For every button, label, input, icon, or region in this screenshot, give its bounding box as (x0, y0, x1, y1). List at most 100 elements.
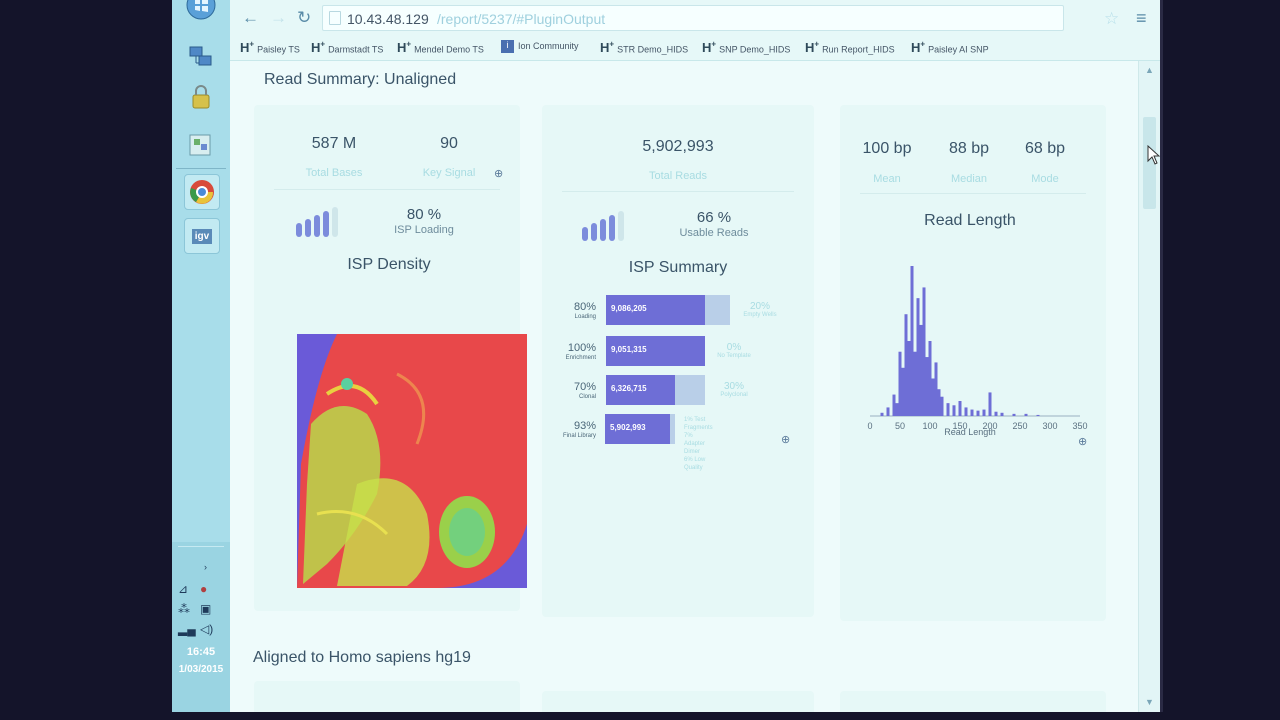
usable-gauge (582, 209, 632, 241)
x-tick-label: 200 (982, 421, 997, 431)
panel-isp-summary: 5,902,993 Total Reads 66 % Usable Reads … (542, 105, 814, 617)
histogram-bar (928, 341, 932, 416)
h-logo-icon: H+ (240, 40, 255, 56)
loading-pct: 80 % (406, 206, 442, 223)
tray-sync-icon[interactable]: ⁂ (178, 602, 190, 616)
clock-time[interactable]: 16:45 (186, 646, 216, 658)
section-title-aligned: Aligned to Homo sapiens hg19 (253, 649, 471, 666)
scroll-up-icon[interactable]: ▲ (1145, 65, 1154, 75)
h-logo-icon: H+ (311, 40, 326, 56)
desktop-screen: igv › ⊿ ● ⁂ ▣ ▂▄ ◁) 16:45 1/03/2015 ← → … (172, 0, 1163, 712)
bookmark-mendel-demo-ts[interactable]: H+ Mendel Demo TS (397, 40, 484, 56)
histogram-bar (1036, 414, 1040, 416)
isp-notes: 1% Test Fragments 7% Adapter Dimer 6% Lo… (684, 417, 713, 471)
histogram-bar (913, 351, 917, 416)
mouse-cursor-icon (1147, 145, 1160, 165)
histogram-bar (919, 324, 923, 416)
x-tick-label: 250 (1012, 421, 1027, 431)
start-orb-icon[interactable] (184, 0, 218, 22)
tray-antivirus-icon[interactable]: ● (200, 582, 208, 596)
zoom-icon[interactable]: ⊕ (781, 434, 791, 446)
app-grid-icon[interactable] (184, 128, 218, 162)
scroll-thumb[interactable] (1143, 117, 1156, 209)
bookmark-ion-community[interactable]: i Ion Community (501, 40, 579, 53)
key-signal-label: Key Signal (422, 167, 476, 179)
divider (274, 189, 500, 190)
chrome-icon[interactable] (184, 174, 220, 210)
h-logo-icon: H+ (397, 40, 412, 56)
url-host: 10.43.48.129 (347, 11, 429, 27)
panel-aligned-2 (542, 691, 814, 712)
clock-date[interactable]: 1/03/2015 (178, 664, 224, 675)
histogram-bar (988, 392, 992, 416)
histogram-bar (898, 351, 902, 416)
isp-density-heatmap[interactable] (297, 334, 527, 588)
histogram-bar (1024, 413, 1028, 416)
bookmark-darmstadt-ts[interactable]: H+ Darmstadt TS (311, 40, 384, 56)
back-arrow-icon[interactable]: ← (242, 8, 259, 27)
histogram-bar (880, 412, 884, 416)
bookmark-paisley-ai-snp[interactable]: H+ Paisley AI SNP (911, 40, 989, 56)
x-tick-label: 150 (952, 421, 967, 431)
x-tick-label: 100 (922, 421, 937, 431)
histogram-bar (904, 314, 908, 416)
h-logo-icon: H+ (911, 40, 926, 56)
report-content: Read Summary: Unaligned 587 M Total Base… (230, 61, 1138, 712)
isp-bar-fill (605, 414, 671, 444)
network-computers-icon[interactable] (184, 40, 218, 74)
forward-arrow-icon[interactable]: → (270, 8, 287, 27)
bookmark-run-report[interactable]: H+ Run Report_HIDS (805, 40, 895, 56)
menu-icon[interactable]: ≡ (1136, 8, 1147, 28)
bookmark-paisley-ts[interactable]: H+ Paisley TS (240, 40, 300, 56)
histogram-bar (940, 396, 944, 416)
key-signal-value: 90 (440, 135, 458, 152)
median-label: Median (950, 173, 988, 185)
histogram-bar (976, 410, 980, 416)
zoom-icon[interactable]: ⊕ (494, 168, 504, 180)
histogram-bar (925, 357, 929, 416)
histogram-bar (958, 401, 962, 416)
tray-volume-icon[interactable]: ◁) (200, 622, 214, 636)
tray-divider (178, 546, 224, 559)
x-tick-label: 300 (1042, 421, 1057, 431)
url-path: /report/5237/#PluginOutput (437, 11, 606, 27)
system-tray: › ⊿ ● ⁂ ▣ ▂▄ ◁) 16:45 1/03/2015 (172, 542, 230, 712)
zoom-icon[interactable]: ⊕ (1078, 436, 1088, 448)
igv-app-icon[interactable]: igv (184, 218, 220, 254)
usable-label: Usable Reads (679, 227, 749, 239)
h-logo-icon: H+ (600, 40, 615, 56)
reload-icon[interactable]: ↻ (297, 8, 312, 27)
bookmark-star-icon[interactable]: ☆ (1104, 9, 1120, 28)
page-scrollbar[interactable]: ▲ ▼ (1138, 61, 1160, 712)
isp-bar-fill (606, 295, 706, 325)
tray-device-icon[interactable]: ▣ (200, 602, 212, 616)
scroll-down-icon[interactable]: ▼ (1145, 697, 1154, 707)
tray-chart-icon[interactable]: ⊿ (178, 582, 189, 596)
isp-bar: 9,051,315 (606, 336, 705, 366)
tray-expand-icon[interactable]: › (204, 562, 207, 572)
isp-bar: 6,326,715 (606, 375, 705, 405)
lock-icon[interactable] (184, 80, 218, 114)
histogram-bar (982, 409, 986, 416)
h-logo-icon: H+ (702, 40, 717, 56)
histogram-bar (1000, 412, 1004, 416)
loading-gauge (296, 205, 346, 237)
isp-bar: 5,902,993 (605, 414, 675, 444)
address-bar[interactable]: 10.43.48.129 /report/5237/#PluginOutput (322, 5, 1064, 31)
bookmark-str-demo[interactable]: H+ STR Demo_HIDS (600, 40, 689, 56)
taskbar-divider (176, 168, 226, 169)
tray-network-icon[interactable]: ▂▄ (178, 622, 196, 636)
panel-aligned-1 (254, 681, 520, 712)
mean-label: Mean (873, 173, 901, 185)
h-logo-icon: H+ (805, 40, 820, 56)
isp-summary-title: ISP Summary (628, 259, 728, 276)
read-length-histogram[interactable]: 0 50 100 150 200 250 300 350 (850, 255, 1090, 445)
divider (562, 191, 794, 192)
bookmark-snp-demo[interactable]: H+ SNP Demo_HIDS (702, 40, 791, 56)
histogram-bar (916, 298, 920, 416)
histogram-bar (886, 407, 890, 416)
x-tick-label: 0 (867, 421, 872, 431)
browser-window: ← → ↻ 10.43.48.129 /report/5237/#PluginO… (230, 0, 1160, 712)
histogram-bar (901, 367, 905, 416)
toolbar: ← → ↻ 10.43.48.129 /report/5237/#PluginO… (230, 0, 1160, 37)
